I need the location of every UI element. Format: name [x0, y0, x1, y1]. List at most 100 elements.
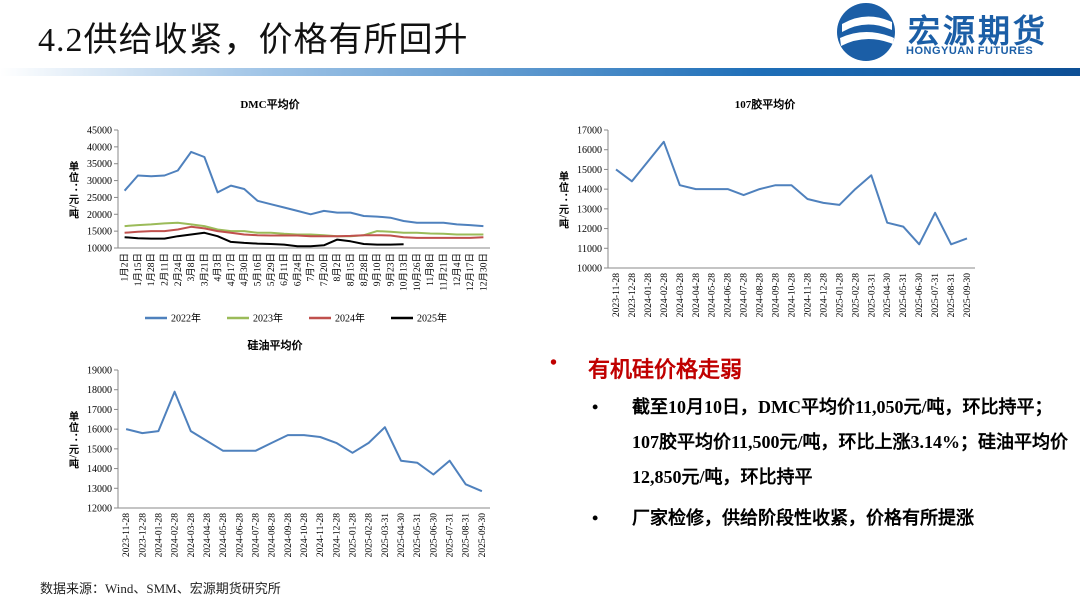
- line-series: [124, 221, 484, 238]
- y-tick-label: 35000: [87, 159, 112, 170]
- y-axis-label: 单位：元/吨: [67, 160, 79, 220]
- x-tick-label: 2025-07-31: [446, 513, 456, 558]
- x-tick-label: 2025-05-31: [413, 513, 423, 558]
- x-tick-label: 2025-02-28: [851, 273, 861, 318]
- logo-icon: [837, 3, 895, 61]
- y-tick-label: 16000: [577, 145, 602, 156]
- x-tick-label: 2024-06-28: [235, 513, 245, 558]
- y-tick-label: 15000: [87, 444, 112, 455]
- x-tick-label: 3月21日: [199, 253, 210, 286]
- x-tick-label: 3月8日: [186, 253, 197, 282]
- x-tick-label: 2025-04-30: [883, 273, 893, 318]
- x-tick-label: 2024-08-28: [268, 513, 278, 558]
- x-tick-label: 2024-04-28: [692, 273, 702, 318]
- x-tick-label: 2025-07-31: [931, 273, 941, 318]
- chart-title: 硅油平均价: [248, 338, 304, 352]
- x-tick-label: 9月23日: [385, 253, 396, 286]
- chart-title: 107胶平均价: [735, 97, 796, 111]
- x-tick-label: 12月30日: [478, 253, 489, 291]
- y-tick-label: 15000: [577, 165, 602, 176]
- x-tick-label: 2024-02-28: [171, 513, 181, 558]
- x-tick-label: 2024-07-28: [740, 273, 750, 318]
- bullet-item: 厂家检修，供给阶段性收紧，价格有所提涨: [592, 501, 1070, 536]
- header-band: [0, 68, 1080, 76]
- legend-label: 2023年: [253, 312, 283, 325]
- line-series: [615, 140, 968, 246]
- x-tick-label: 2024-06-28: [724, 273, 734, 318]
- x-tick-label: 2025-08-31: [462, 513, 472, 558]
- x-tick-label: 2024-11-28: [803, 273, 813, 317]
- x-tick-label: 1月15日: [133, 253, 144, 286]
- x-tick-label: 2025-08-31: [947, 273, 957, 318]
- x-tick-label: 2023-11-28: [122, 513, 132, 557]
- x-tick-label: 4月3日: [213, 253, 224, 282]
- x-tick-label: 4月30日: [239, 253, 250, 286]
- bullet-item: 截至10月10日，DMC平均价11,050元/吨，环比持平；107胶平均价11,…: [592, 390, 1070, 495]
- y-tick-label: 17000: [577, 126, 602, 137]
- x-tick-label: 2024-12-28: [332, 513, 342, 558]
- x-tick-label: 2025-06-30: [915, 273, 925, 318]
- y-tick-label: 16000: [87, 425, 112, 436]
- x-tick-label: 2024-09-28: [284, 513, 294, 558]
- x-tick-label: 2024-02-28: [660, 273, 670, 318]
- line-series: [124, 225, 484, 239]
- x-tick-label: 7月7日: [306, 253, 317, 282]
- x-tick-label: 10月13日: [399, 253, 410, 291]
- x-tick-label: 2024-12-28: [819, 273, 829, 318]
- x-tick-label: 2024-03-28: [676, 273, 686, 318]
- x-tick-label: 12月17日: [465, 253, 476, 291]
- x-tick-label: 2024-10-28: [300, 513, 310, 558]
- x-tick-label: 6月11日: [279, 253, 290, 286]
- x-tick-label: 2025-03-31: [381, 513, 391, 558]
- x-tick-label: 2025-09-30: [478, 513, 488, 558]
- y-tick-label: 12000: [87, 504, 112, 515]
- x-tick-label: 2024-04-28: [203, 513, 213, 558]
- x-tick-label: 2023-12-28: [138, 513, 148, 558]
- x-tick-label: 2024-05-28: [708, 273, 718, 318]
- legend-label: 2024年: [335, 312, 365, 325]
- y-tick-label: 45000: [87, 126, 112, 137]
- x-tick-label: 7月20日: [319, 253, 330, 286]
- y-tick-label: 19000: [87, 366, 112, 377]
- y-tick-label: 15000: [87, 227, 112, 238]
- x-tick-label: 11月21日: [439, 253, 450, 291]
- y-tick-label: 18000: [87, 385, 112, 396]
- x-tick-label: 2024-03-28: [187, 513, 197, 558]
- y-tick-label: 25000: [87, 193, 112, 204]
- x-tick-label: 2025-02-28: [365, 513, 375, 558]
- x-tick-label: 2025-03-31: [867, 273, 877, 318]
- x-tick-label: 2024-05-28: [219, 513, 229, 558]
- source-note: 数据来源：Wind、SMM、宏源期货研究所: [40, 581, 281, 596]
- logo-text: 宏源期货: [908, 12, 1049, 50]
- x-tick-label: 2024-01-28: [154, 513, 164, 558]
- x-tick-label: 2025-09-30: [963, 273, 973, 318]
- x-tick-label: 5月29日: [266, 253, 277, 286]
- legend-label: 2025年: [417, 312, 447, 325]
- x-tick-label: 2024-01-28: [644, 273, 654, 318]
- x-tick-label: 2月24日: [173, 253, 184, 286]
- x-tick-label: 11月8日: [425, 253, 436, 286]
- x-tick-label: 2024-07-28: [251, 513, 261, 558]
- x-tick-label: 2025-06-30: [429, 513, 439, 558]
- bullets: 有机硅价格走弱 截至10月10日，DMC平均价11,050元/吨，环比持平；10…: [540, 352, 1070, 536]
- y-tick-label: 10000: [87, 244, 112, 255]
- x-tick-label: 8月2日: [332, 253, 343, 282]
- x-tick-label: 1月28日: [146, 253, 157, 286]
- x-tick-label: 2025-05-31: [899, 273, 909, 318]
- x-tick-label: 1月2日: [120, 253, 131, 282]
- y-axis-label: 单位：元/吨: [557, 170, 569, 230]
- y-tick-label: 40000: [87, 142, 112, 153]
- x-tick-label: 2024-08-28: [756, 273, 766, 318]
- x-tick-label: 2月11日: [160, 253, 171, 286]
- y-tick-label: 12000: [577, 224, 602, 235]
- y-tick-label: 13000: [87, 484, 112, 495]
- x-tick-label: 10月26日: [412, 253, 423, 291]
- x-tick-label: 2024-10-28: [788, 273, 798, 318]
- x-tick-label: 2023-11-28: [612, 273, 622, 317]
- y-tick-label: 20000: [87, 210, 112, 221]
- x-tick-label: 9月10日: [372, 253, 383, 286]
- x-tick-label: 8月28日: [359, 253, 370, 286]
- y-tick-label: 10000: [577, 264, 602, 275]
